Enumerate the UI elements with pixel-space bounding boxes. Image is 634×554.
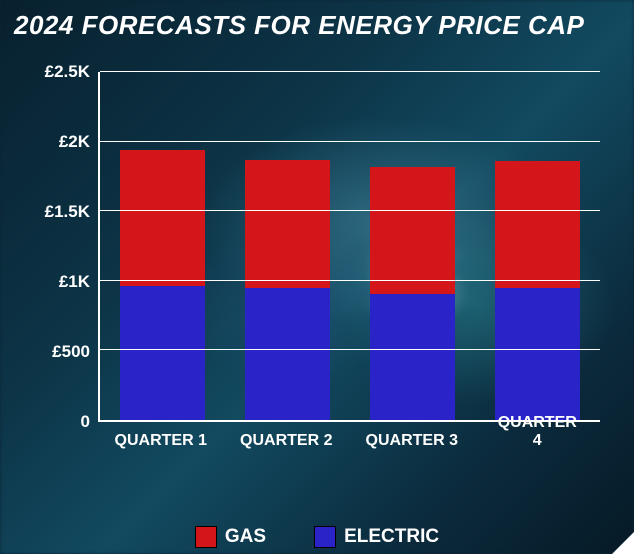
legend-swatch <box>195 526 217 548</box>
bar-segment-gas <box>370 167 455 294</box>
bar-group <box>475 72 600 420</box>
chart-title: 2024 FORECASTS FOR ENERGY PRICE CAP <box>14 10 584 41</box>
corner-fold-icon <box>612 532 634 554</box>
bar-segment-gas <box>495 161 580 288</box>
stacked-bar <box>120 150 205 420</box>
bar-group <box>350 72 475 420</box>
legend-item: ELECTRIC <box>314 526 439 548</box>
y-tick-label: £2K <box>30 132 90 152</box>
legend-label: ELECTRIC <box>344 526 439 548</box>
bar-group <box>100 72 225 420</box>
bars-container <box>100 72 600 420</box>
x-tick-label: QUARTER 2 <box>240 432 332 450</box>
y-tick-label: 0 <box>30 412 90 432</box>
grid-line <box>100 210 600 211</box>
y-tick-label: £1K <box>30 272 90 292</box>
bar-segment-gas <box>245 160 330 289</box>
x-tick-label: QUARTER 1 <box>115 432 207 450</box>
plot-area <box>98 72 600 422</box>
legend: GAS ELECTRIC <box>0 526 634 548</box>
bar-segment-electric <box>120 286 205 420</box>
grid-line <box>100 141 600 142</box>
y-tick-label: £500 <box>30 342 90 362</box>
legend-label: GAS <box>225 526 266 548</box>
x-tick-label: QUARTER 4 <box>498 414 577 450</box>
bar-group <box>225 72 350 420</box>
grid-line <box>100 280 600 281</box>
stacked-bar <box>245 160 330 420</box>
x-tick-label: QUARTER 3 <box>366 432 458 450</box>
stacked-bar <box>495 161 580 420</box>
chart-area: 0 £500 £1K £1.5K £2K £2.5K QUARTER 1 QUARTER 2 Q… <box>30 62 610 462</box>
bar-segment-electric <box>370 294 455 420</box>
bar-segment-electric <box>495 288 580 420</box>
bar-segment-gas <box>120 150 205 286</box>
grid-line <box>100 71 600 72</box>
y-tick-label: £2.5K <box>30 62 90 82</box>
stacked-bar <box>370 167 455 420</box>
legend-swatch <box>314 526 336 548</box>
bar-segment-electric <box>245 288 330 420</box>
legend-item: GAS <box>195 526 266 548</box>
grid-line <box>100 349 600 350</box>
y-tick-label: £1.5K <box>30 202 90 222</box>
